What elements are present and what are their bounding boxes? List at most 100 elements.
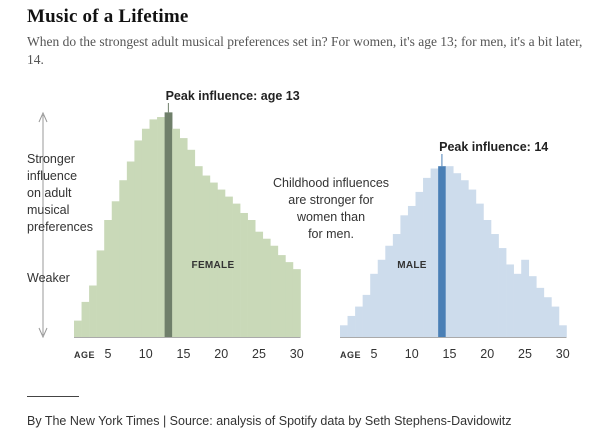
panel-label: FEMALE bbox=[192, 260, 235, 271]
data-bar bbox=[513, 273, 522, 337]
annotation-line: Childhood influences bbox=[273, 176, 389, 190]
female-chart: AGE 5 10 15 20 25 30 Peak influence: age 13 FEMA… bbox=[74, 89, 304, 361]
data-bar bbox=[209, 182, 218, 337]
annotation-line: women than bbox=[296, 210, 365, 224]
data-bar bbox=[355, 306, 363, 337]
x-tick-label: 15 bbox=[443, 347, 457, 361]
annotation-line: for men. bbox=[308, 227, 354, 241]
data-bar bbox=[292, 269, 301, 337]
x-tick-label: 10 bbox=[405, 347, 419, 361]
footer-divider bbox=[27, 396, 79, 397]
data-bar bbox=[370, 273, 379, 337]
data-bar bbox=[89, 285, 97, 337]
x-axis-title: AGE bbox=[340, 350, 361, 360]
data-bar bbox=[536, 287, 545, 337]
annotation-note: Childhood influences are stronger for wo… bbox=[273, 176, 389, 241]
data-bar bbox=[423, 177, 431, 337]
data-bar bbox=[126, 161, 135, 337]
data-bar bbox=[392, 234, 401, 337]
data-bar bbox=[460, 180, 469, 337]
data-bar bbox=[362, 294, 371, 337]
data-bar bbox=[400, 215, 409, 337]
data-bar bbox=[104, 220, 113, 337]
data-bar bbox=[74, 320, 82, 337]
x-axis-title: AGE bbox=[74, 350, 95, 360]
y-axis-indicator bbox=[38, 111, 48, 339]
peak-bar bbox=[164, 112, 173, 337]
data-bar bbox=[521, 259, 530, 337]
data-bar bbox=[157, 117, 165, 337]
data-bar bbox=[119, 180, 128, 337]
data-bar bbox=[187, 149, 196, 337]
x-tick-label: 25 bbox=[518, 347, 532, 361]
data-bar bbox=[347, 315, 356, 337]
page-title: Music of a Lifetime bbox=[27, 6, 189, 27]
x-tick-label: 5 bbox=[105, 347, 112, 361]
page-subtitle: When do the strongest adult musical pref… bbox=[27, 34, 583, 67]
data-bar bbox=[225, 196, 233, 337]
peak-influence-label: Peak influence: 14 bbox=[439, 140, 548, 154]
stronger-label-line: influence bbox=[27, 169, 77, 183]
data-bar bbox=[506, 264, 514, 337]
data-bar bbox=[149, 119, 158, 337]
data-bar bbox=[468, 189, 477, 337]
data-bar bbox=[262, 238, 271, 337]
data-bar bbox=[96, 250, 105, 337]
x-tick-label: 25 bbox=[252, 347, 266, 361]
data-bar bbox=[558, 325, 567, 337]
data-bar bbox=[111, 201, 120, 337]
data-bar bbox=[255, 231, 264, 337]
y-axis-weaker-label: Weaker bbox=[27, 271, 70, 285]
up-arrow-icon bbox=[38, 111, 48, 123]
x-tick-label: 20 bbox=[214, 347, 228, 361]
peak-influence-label: Peak influence: age 13 bbox=[166, 89, 300, 103]
data-bar bbox=[134, 140, 143, 337]
data-bar bbox=[385, 245, 394, 337]
x-tick-label: 30 bbox=[556, 347, 570, 361]
data-bar bbox=[377, 259, 386, 337]
data-bar bbox=[445, 166, 454, 337]
data-bar bbox=[528, 276, 537, 337]
data-bar bbox=[247, 220, 256, 337]
x-tick-label: 30 bbox=[290, 347, 304, 361]
data-bar bbox=[217, 189, 226, 337]
data-bar bbox=[285, 262, 294, 337]
data-bar bbox=[551, 306, 560, 337]
data-bar bbox=[483, 220, 492, 337]
y-axis-stronger-label: Stronger influence on adult musical pref… bbox=[27, 152, 93, 234]
source-credit: By The New York Times | Source: analysis… bbox=[27, 414, 512, 428]
x-tick-label: 15 bbox=[177, 347, 191, 361]
data-bar bbox=[81, 301, 90, 337]
annotation-line: are stronger for bbox=[288, 193, 373, 207]
male-chart: AGE 5 10 15 20 25 30 Peak influence: 14 MALE bbox=[340, 140, 570, 361]
data-bar bbox=[340, 325, 348, 337]
stronger-label-line: musical bbox=[27, 203, 69, 217]
data-bar bbox=[232, 203, 241, 337]
stronger-label-line: preferences bbox=[27, 220, 93, 234]
down-arrow-icon bbox=[38, 327, 48, 339]
data-bar bbox=[141, 128, 150, 337]
data-bar bbox=[498, 248, 507, 337]
x-tick-label: 10 bbox=[139, 347, 153, 361]
stronger-label-line: Stronger bbox=[27, 152, 75, 166]
data-bar bbox=[407, 205, 416, 337]
data-bar bbox=[270, 245, 279, 337]
data-bar bbox=[415, 191, 424, 337]
data-bar bbox=[277, 255, 286, 337]
data-bar bbox=[179, 138, 188, 337]
data-bar bbox=[202, 175, 211, 337]
peak-bar bbox=[438, 166, 446, 337]
data-bar bbox=[194, 166, 203, 337]
data-bar bbox=[491, 234, 499, 337]
data-bar bbox=[430, 168, 439, 337]
x-tick-label: 5 bbox=[370, 347, 377, 361]
data-bar bbox=[172, 128, 180, 337]
panel-label: MALE bbox=[397, 260, 427, 271]
x-tick-label: 20 bbox=[480, 347, 494, 361]
data-bar bbox=[475, 203, 484, 337]
data-bar bbox=[453, 173, 462, 337]
data-bar bbox=[543, 297, 552, 337]
data-bar bbox=[240, 212, 248, 337]
stronger-label-line: on adult bbox=[27, 186, 72, 200]
